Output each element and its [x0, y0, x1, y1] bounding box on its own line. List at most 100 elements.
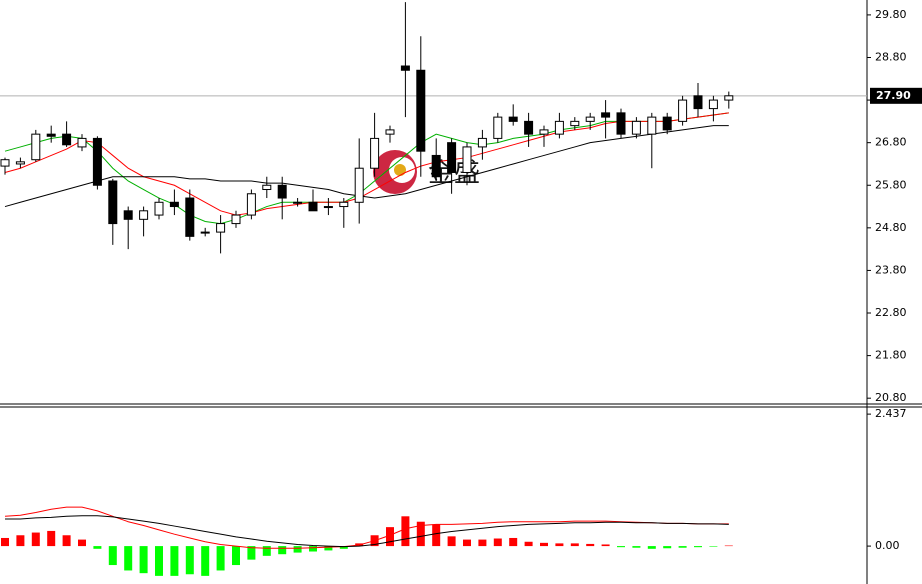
y-tick-label: 25.80: [875, 178, 907, 191]
histogram-bar: [47, 530, 56, 547]
candle-body: [154, 201, 164, 216]
candle-body: [339, 201, 349, 208]
candle-body: [647, 116, 657, 135]
candle-body: [431, 154, 441, 178]
candle-body: [354, 167, 364, 203]
histogram-bar: [309, 546, 317, 552]
histogram-bar: [139, 546, 148, 574]
candle-body: [416, 69, 426, 152]
y-tick-label: 2.437: [875, 407, 907, 420]
candle-body: [662, 116, 672, 131]
histogram-bar: [509, 537, 518, 547]
candle-body: [554, 120, 564, 135]
histogram-bar: [524, 541, 533, 547]
histogram-bar: [247, 546, 256, 560]
candle-body: [231, 214, 241, 225]
candle-body: [123, 210, 133, 220]
candle-body: [277, 184, 287, 199]
indicator-line: [4, 125, 729, 208]
candle-body: [169, 201, 179, 208]
histogram-bar: [78, 539, 86, 547]
y-tick-label: 21.80: [875, 349, 907, 362]
candle-body: [508, 116, 518, 122]
histogram-bar: [540, 542, 548, 547]
histogram-bar: [16, 535, 25, 547]
candle-body: [585, 116, 595, 122]
y-tick-label: 23.80: [875, 263, 907, 276]
price-label: 27.90: [876, 89, 911, 102]
candle-body: [462, 146, 472, 173]
histogram-bar: [1, 537, 9, 547]
histogram-bar: [293, 546, 302, 553]
histogram-bar: [155, 546, 163, 576]
candle-body: [708, 99, 718, 110]
y-tick-label: 0.00: [875, 539, 900, 552]
histogram-bar: [678, 546, 687, 548]
y-tick-label: 26.80: [875, 136, 907, 149]
candle-body: [46, 133, 56, 137]
histogram-bar: [663, 546, 672, 549]
candle-body: [139, 210, 149, 220]
candle-body: [724, 95, 734, 101]
histogram-bar: [339, 546, 348, 549]
candle-body: [31, 133, 41, 161]
y-tick-label: 22.80: [875, 306, 907, 319]
y-tick-label: 28.80: [875, 50, 907, 63]
histogram-bar: [632, 546, 641, 548]
histogram-bar: [124, 546, 133, 571]
histogram-bar: [570, 543, 579, 547]
watermark-logo: [394, 164, 406, 176]
candle-body: [293, 201, 303, 204]
candle-body: [524, 120, 534, 135]
histogram-bar: [31, 532, 40, 547]
candle-body: [108, 180, 118, 225]
histogram-bar: [432, 524, 441, 547]
histogram-bar: [493, 538, 502, 547]
histogram-bar: [416, 521, 425, 547]
candle-body: [693, 95, 703, 110]
histogram-bar: [694, 546, 702, 548]
histogram-bar: [401, 516, 410, 547]
histogram-bar: [617, 546, 625, 548]
indicator-line: [4, 506, 729, 549]
y-tick-label: 29.80: [875, 8, 907, 21]
candle-body: [370, 137, 380, 169]
candle-body: [493, 116, 503, 139]
histogram-bar: [262, 546, 271, 556]
candle-body: [92, 137, 102, 186]
histogram-bar: [586, 543, 595, 547]
candle-body: [631, 120, 641, 135]
y-tick-label: 24.80: [875, 221, 907, 234]
candle-body: [77, 137, 87, 148]
histogram-bar: [185, 546, 194, 575]
histogram-bar: [724, 545, 733, 547]
price-label-box: [870, 87, 922, 104]
candle-body: [400, 65, 410, 71]
candle-body: [385, 129, 395, 135]
histogram-bar: [62, 535, 71, 547]
histogram-bar: [709, 546, 718, 547]
histogram-bar: [216, 546, 225, 571]
candle-body: [216, 223, 226, 233]
candle-body: [539, 129, 549, 135]
candle-body: [570, 120, 580, 127]
candle-body: [185, 197, 195, 237]
indicator-line: [5, 515, 729, 548]
candle-body: [200, 231, 210, 234]
histogram-bar: [93, 546, 102, 549]
y-tick-label: 20.80: [875, 391, 907, 404]
histogram-bar: [447, 536, 456, 547]
histogram-bar: [108, 546, 117, 566]
histogram-bar: [278, 546, 287, 555]
candle-body: [616, 112, 626, 135]
histogram-bar: [201, 546, 210, 576]
histogram-bar: [232, 546, 240, 566]
histogram-bar: [324, 546, 333, 551]
histogram-bar: [601, 544, 610, 547]
indicator-line: [4, 112, 729, 225]
candle-body: [678, 99, 688, 122]
histogram-bar: [386, 527, 394, 547]
candle-body: [447, 142, 457, 173]
candle-body: [62, 133, 72, 146]
